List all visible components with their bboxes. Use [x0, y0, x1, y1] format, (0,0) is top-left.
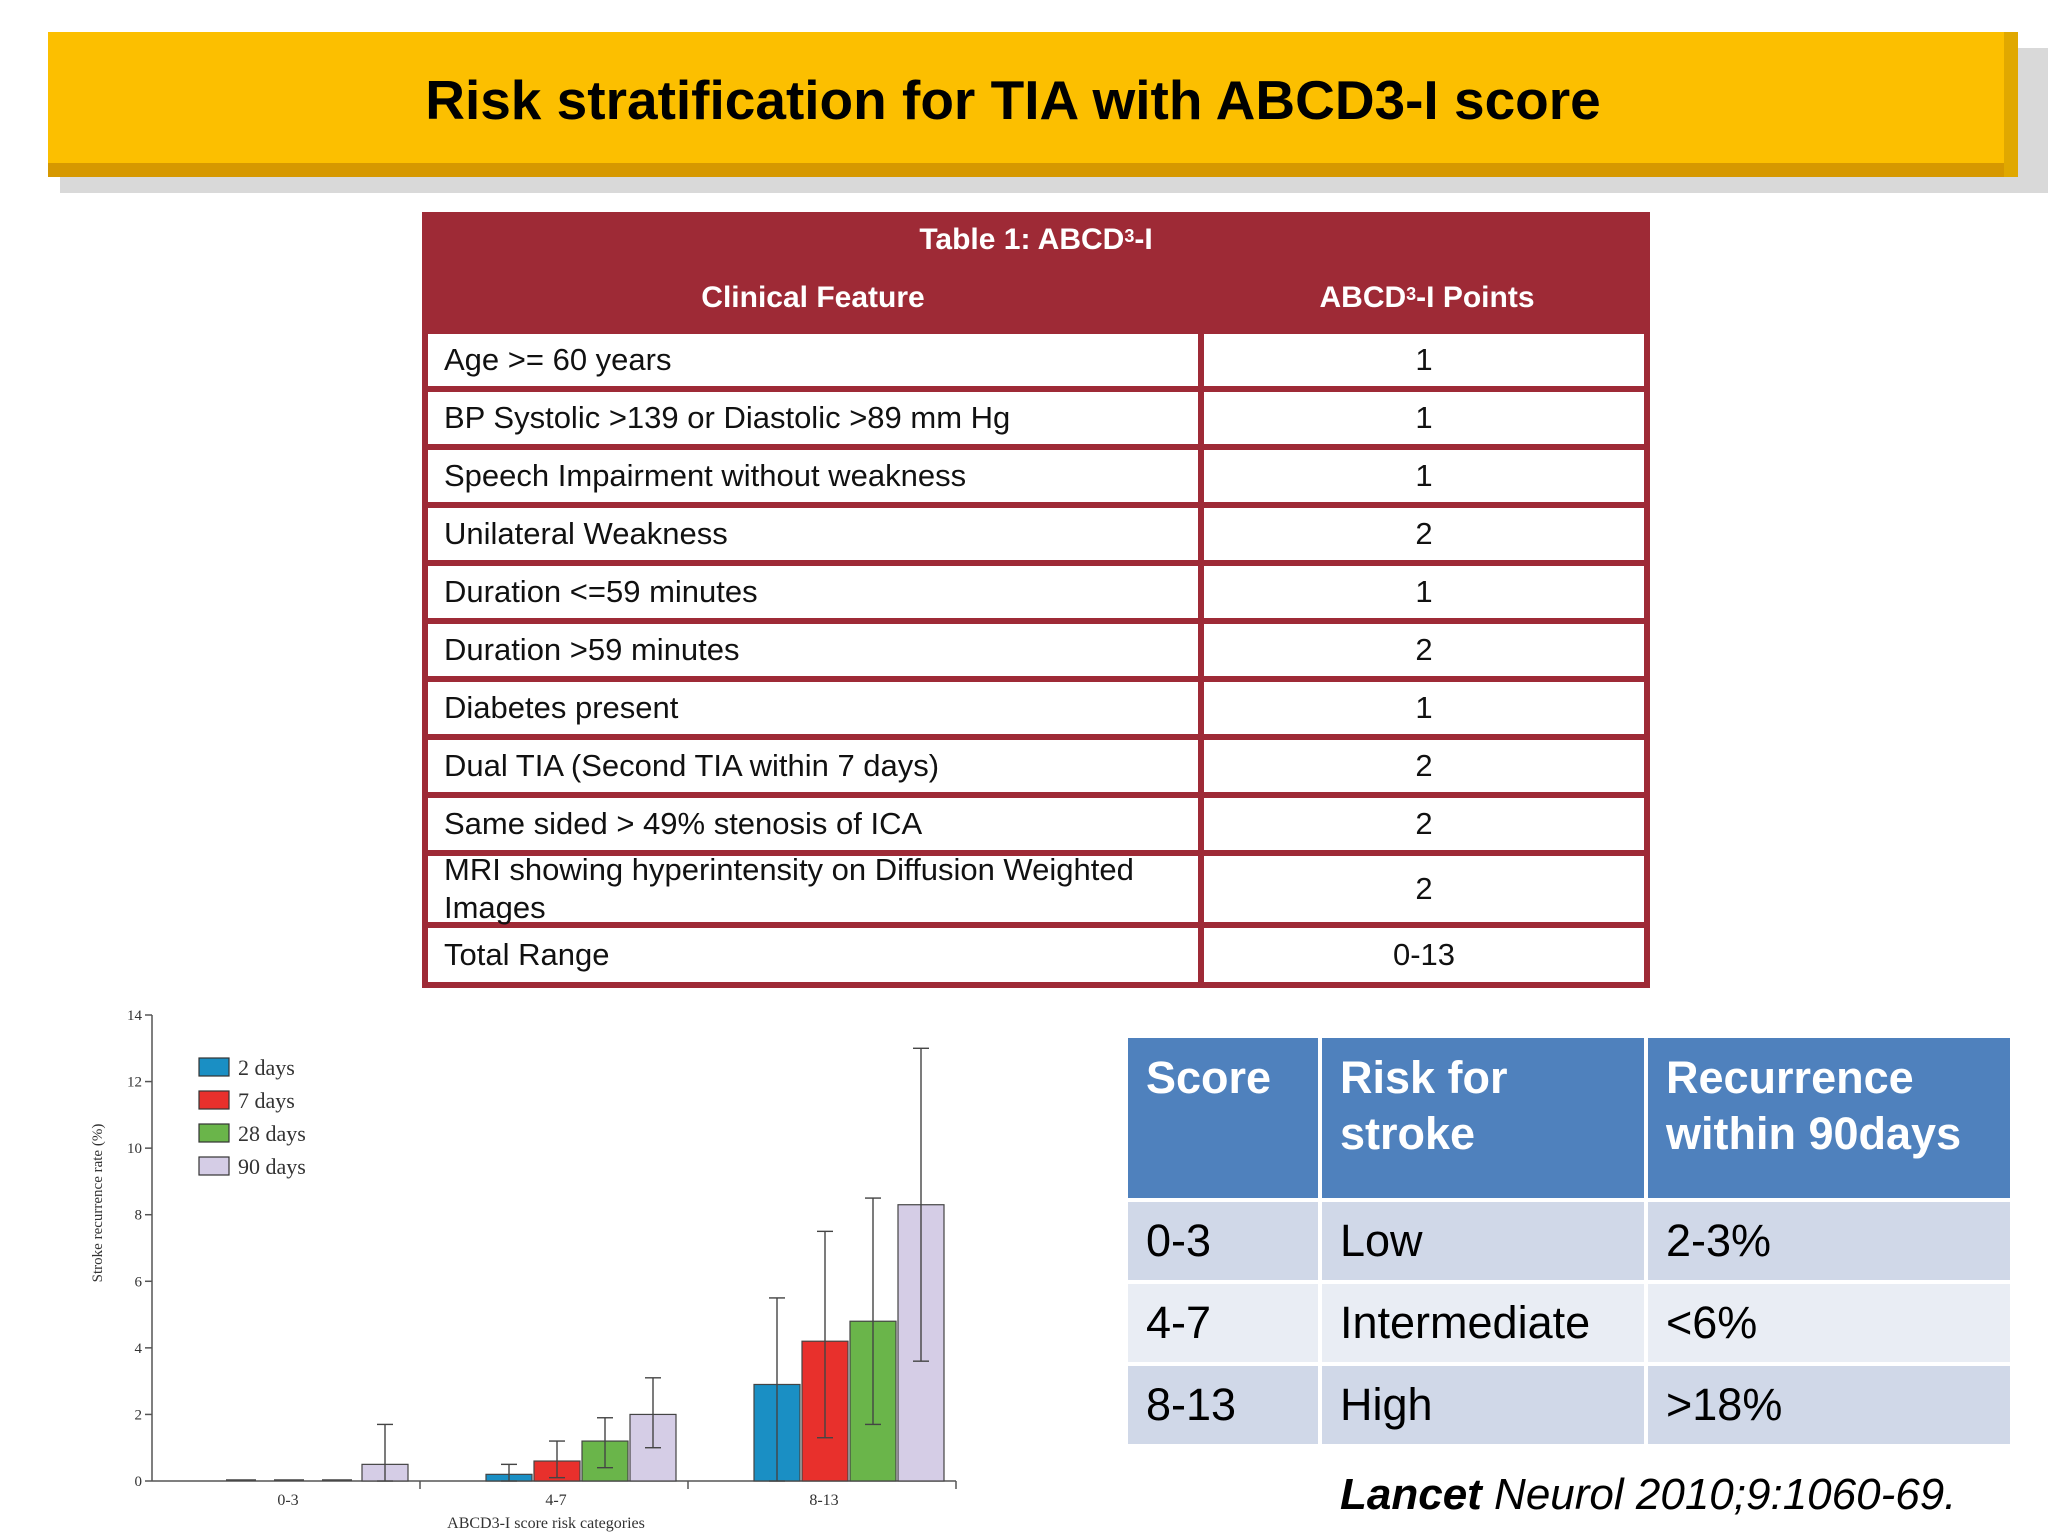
- legend-swatch: [198, 1057, 230, 1077]
- risk-table-cell: Low: [1322, 1202, 1644, 1280]
- y-tick-label: 10: [127, 1141, 142, 1157]
- points-cell: 1: [1204, 566, 1644, 618]
- table-row: Same sided > 49% stenosis of ICA 2: [428, 798, 1644, 850]
- risk-table-cell: <6%: [1648, 1284, 2010, 1362]
- y-tick-label: 4: [135, 1341, 143, 1357]
- feature-cell: Unilateral Weakness: [428, 508, 1198, 560]
- y-tick-label: 14: [127, 1008, 143, 1024]
- legend-label: 90 days: [238, 1154, 306, 1179]
- risk-table-cell: 8-13: [1128, 1366, 1318, 1444]
- x-tick-label: 8-13: [809, 1492, 838, 1509]
- points-cell: 2: [1204, 856, 1644, 922]
- table-row: Duration <=59 minutes 1: [428, 566, 1644, 618]
- feature-cell: Duration <=59 minutes: [428, 566, 1198, 618]
- column-header-feature: Clinical Feature: [701, 281, 925, 314]
- feature-cell: Duration >59 minutes: [428, 624, 1198, 676]
- feature-cell: Total Range: [428, 928, 1198, 982]
- x-tick-label: 4-7: [545, 1492, 566, 1509]
- legend-swatch: [198, 1090, 230, 1110]
- points-cell: 1: [1204, 334, 1644, 386]
- table-row: Speech Impairment without weakness 1: [428, 450, 1644, 502]
- y-tick-label: 0: [135, 1474, 143, 1490]
- title-banner-edge: [2004, 32, 2018, 177]
- legend-swatch: [198, 1156, 230, 1176]
- chart-legend: 2 days 7 days 28 days 90 days: [198, 1055, 306, 1179]
- table-row: Unilateral Weakness 2: [428, 508, 1644, 560]
- feature-cell: Diabetes present: [428, 682, 1198, 734]
- risk-table-cell: 2-3%: [1648, 1202, 2010, 1280]
- table-row: Diabetes present 1: [428, 682, 1644, 734]
- legend-label: 7 days: [238, 1088, 295, 1113]
- table-row: Age >= 60 years 1: [428, 334, 1644, 386]
- risk-table-cell: 0-3: [1128, 1202, 1318, 1280]
- legend-label: 28 days: [238, 1121, 306, 1146]
- feature-cell: Same sided > 49% stenosis of ICA: [428, 798, 1198, 850]
- risk-table-cell: Intermediate: [1322, 1284, 1644, 1362]
- feature-cell: Age >= 60 years: [428, 334, 1198, 386]
- slide-title: Risk stratification for TIA with ABCD3-I…: [425, 68, 1601, 131]
- x-tick-label: 0-3: [277, 1492, 298, 1509]
- risk-table-cell: 4-7: [1128, 1284, 1318, 1362]
- y-tick-label: 2: [135, 1407, 143, 1423]
- feature-cell: MRI showing hyperintensity on Diffusion …: [428, 852, 1198, 925]
- points-cell: 1: [1204, 450, 1644, 502]
- risk-table-cell: >18%: [1648, 1366, 2010, 1444]
- y-tick-label: 6: [135, 1274, 143, 1290]
- points-cell: 2: [1204, 740, 1644, 792]
- y-tick-label: 12: [127, 1075, 142, 1091]
- y-tick-label: 8: [135, 1208, 143, 1224]
- legend-swatch: [198, 1123, 230, 1143]
- table-caption: Table 1: ABCD3-I: [919, 223, 1153, 256]
- citation: Lancet Neurol 2010;9:1060-69.: [1340, 1470, 1957, 1519]
- points-cell: 1: [1204, 392, 1644, 444]
- points-cell: 0-13: [1204, 928, 1644, 982]
- chart-bars: [226, 1047, 945, 1482]
- risk-table-header: Risk for stroke: [1322, 1038, 1644, 1198]
- title-banner: Risk stratification for TIA with ABCD3-I…: [48, 32, 2018, 177]
- stroke-recurrence-chart: 0 2 4 6 8 10 12 14 0-3 4-7 8-13 2 days 7 days 28 day…: [90, 1008, 957, 1532]
- table-row: Duration >59 minutes 2: [428, 624, 1644, 676]
- risk-table-cell: High: [1322, 1366, 1644, 1444]
- feature-cell: Dual TIA (Second TIA within 7 days): [428, 740, 1198, 792]
- points-cell: 2: [1204, 798, 1644, 850]
- feature-cell: Speech Impairment without weakness: [428, 450, 1198, 502]
- table-row: MRI showing hyperintensity on Diffusion …: [428, 852, 1644, 925]
- abcd3i-points-table: Table 1: ABCD3-I Clinical Feature ABCD3-…: [422, 212, 1650, 988]
- points-cell: 2: [1204, 508, 1644, 560]
- x-axis-label: ABCD3-I score risk categories: [447, 1515, 645, 1532]
- points-cell: 2: [1204, 624, 1644, 676]
- points-cell: 1: [1204, 682, 1644, 734]
- table-row: BP Systolic >139 or Diastolic >89 mm Hg 1: [428, 392, 1644, 444]
- feature-cell: BP Systolic >139 or Diastolic >89 mm Hg: [428, 392, 1198, 444]
- column-header-points: ABCD3-I Points: [1319, 281, 1535, 314]
- risk-table-header: Score: [1128, 1038, 1318, 1198]
- table-row: Dual TIA (Second TIA within 7 days) 2: [428, 740, 1644, 792]
- risk-category-table: Score Risk for stroke Recurrence within 90…: [1128, 1038, 2010, 1448]
- table-row: Total Range 0-13: [428, 928, 1644, 982]
- risk-table-header: Recurrence within 90days: [1648, 1038, 2010, 1198]
- legend-label: 2 days: [238, 1055, 295, 1080]
- y-axis-label: Stroke recurrence rate (%): [90, 1124, 106, 1283]
